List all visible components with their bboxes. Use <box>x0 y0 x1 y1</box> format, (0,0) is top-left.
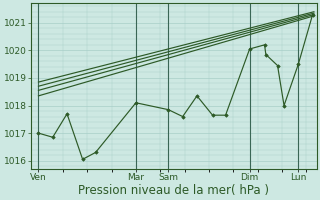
X-axis label: Pression niveau de la mer( hPa ): Pression niveau de la mer( hPa ) <box>78 184 269 197</box>
